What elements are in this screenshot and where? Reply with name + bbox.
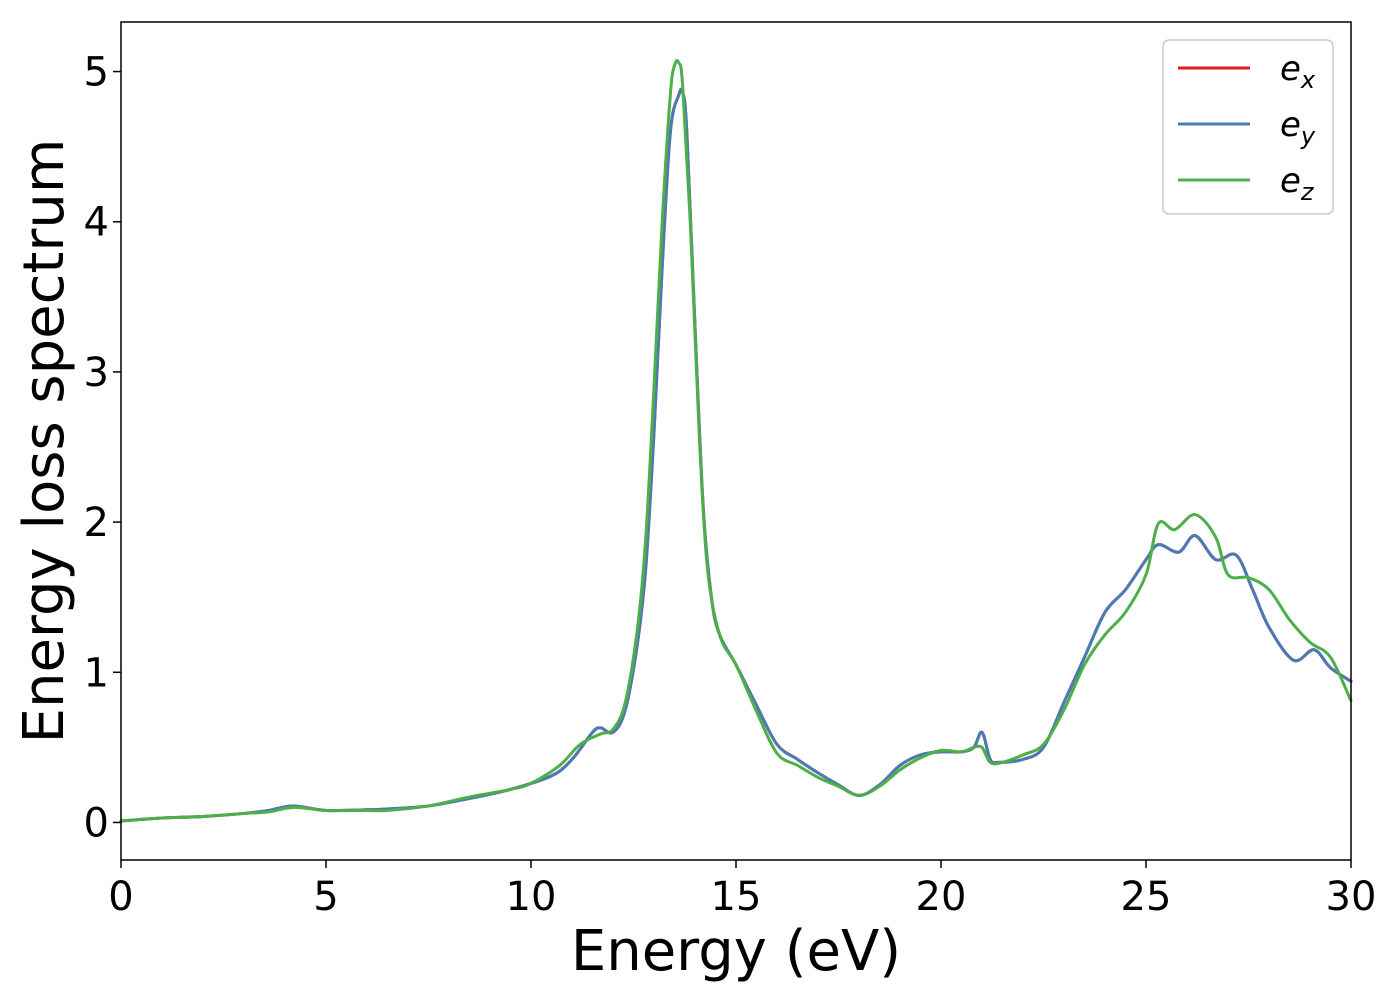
x-axis-ticks: 0 5 10 15 20 25 30 [108, 860, 1376, 920]
legend-box [1162, 39, 1334, 215]
x-tick-label: 5 [313, 874, 338, 920]
legend-label-x: ex [1280, 49, 1316, 94]
y-tick-label: 2 [84, 500, 109, 546]
x-tick-label: 15 [711, 874, 762, 920]
x-tick-label: 0 [108, 874, 133, 920]
legend: ex ey ez [1162, 39, 1334, 215]
y-tick-label: 1 [84, 650, 109, 696]
series-line-z [119, 59, 1353, 823]
x-tick-label: 30 [1326, 874, 1377, 920]
legend-label-y: ey [1280, 105, 1316, 150]
series-layer [119, 59, 1353, 823]
y-tick-label: 0 [84, 800, 109, 846]
y-axis-ticks: 0 1 2 3 4 5 [84, 50, 121, 846]
legend-label-z: ez [1280, 161, 1315, 206]
x-tick-label: 25 [1121, 874, 1172, 920]
x-axis-title: Energy (eV) [571, 919, 901, 984]
y-tick-label: 5 [84, 50, 109, 96]
x-tick-label: 20 [916, 874, 967, 920]
y-axis-title: Energy loss spectrum [12, 139, 77, 744]
x-tick-label: 10 [506, 874, 557, 920]
y-tick-label: 4 [84, 200, 109, 246]
plot-background [121, 22, 1351, 860]
y-tick-label: 3 [84, 350, 109, 396]
